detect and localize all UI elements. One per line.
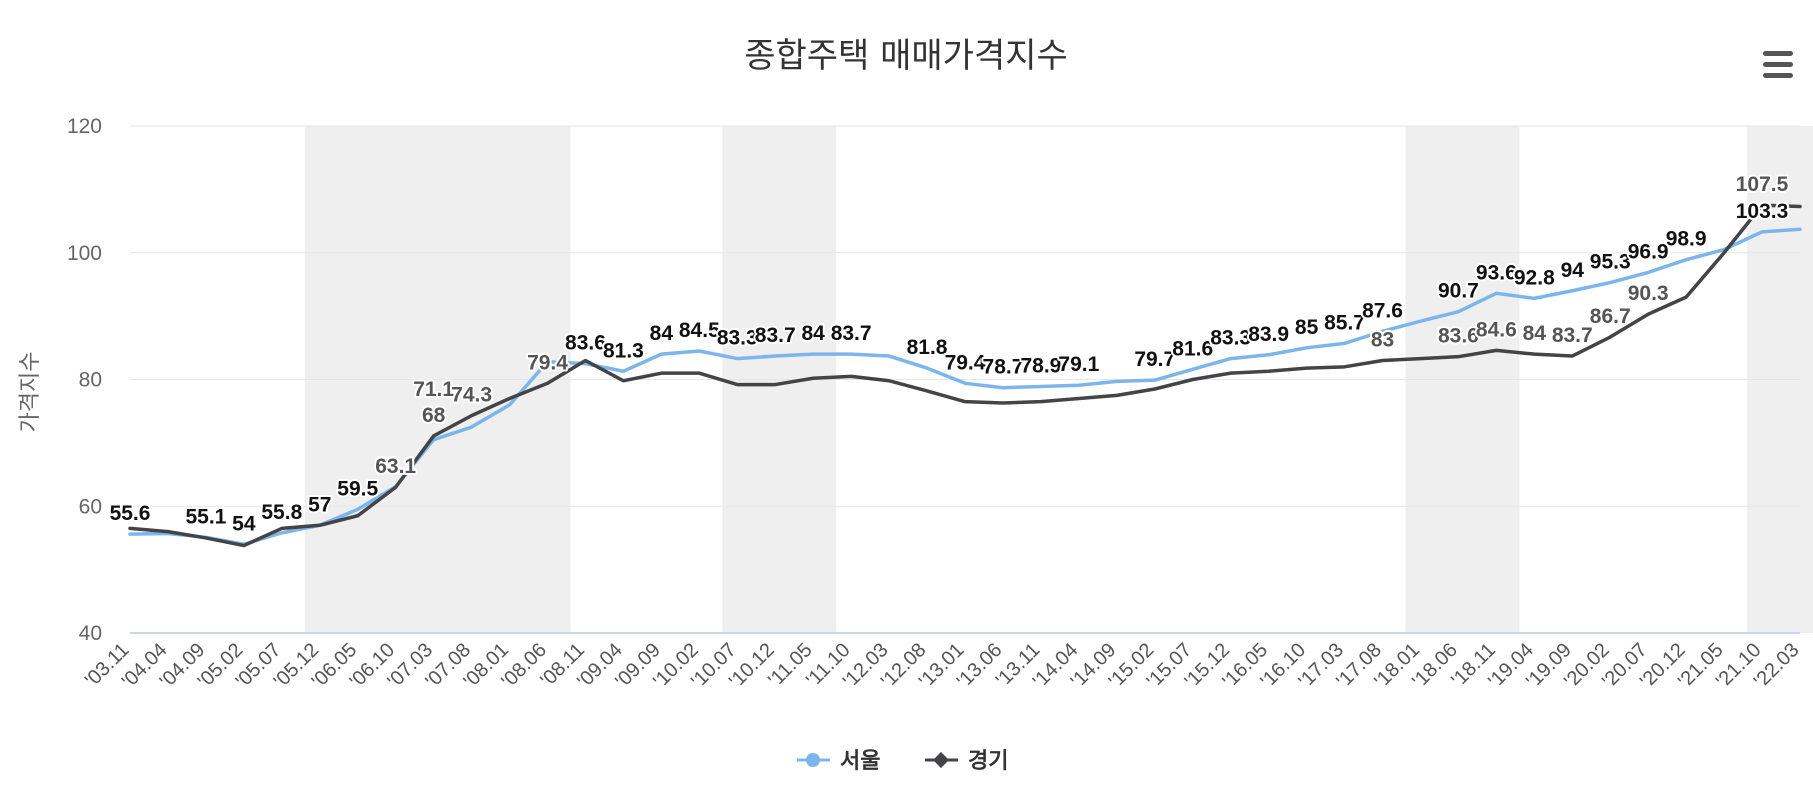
data-label: 81.8: [907, 336, 948, 359]
data-label: 90.3: [1628, 282, 1669, 305]
data-label: 94: [1561, 259, 1585, 282]
y-tick-100: 100: [67, 242, 102, 265]
data-label: 87.6: [1362, 299, 1403, 322]
x-tick-labels: '03.11'04.04'04.09'05.02'05.07'05.12'06.…: [81, 639, 1804, 693]
data-label: 81.6: [1172, 337, 1213, 360]
data-label: 55.8: [261, 501, 302, 524]
legend-gyeonggi-marker: [933, 752, 949, 768]
data-label: 86.7: [1590, 305, 1631, 328]
legend: 서울 경기: [797, 749, 1008, 774]
data-label: 63.1: [375, 455, 416, 478]
data-label: 84: [1523, 322, 1547, 345]
y-tick-labels: 40 60 80 100 120: [67, 115, 102, 645]
hamburger-menu-icon[interactable]: [1760, 48, 1796, 82]
data-label: 79.4: [527, 351, 568, 374]
data-label: 84.6: [1476, 318, 1517, 341]
series-line-1: [128, 203, 1802, 548]
data-label: 93.6: [1476, 261, 1517, 284]
data-label: 83.3: [1210, 327, 1251, 350]
data-label: 92.8: [1514, 266, 1555, 289]
data-label: 83.6: [1438, 325, 1479, 348]
data-label: 83.7: [831, 322, 872, 345]
legend-item-gyeonggi[interactable]: 경기: [925, 749, 1008, 774]
gridlines: [130, 125, 1800, 634]
data-label: 81.3: [603, 339, 644, 362]
data-label: 83.7: [755, 324, 796, 347]
data-label: 71.1: [413, 378, 454, 401]
y-tick-40: 40: [79, 622, 102, 645]
data-label: 83.6: [565, 332, 606, 355]
data-label: 84.5: [679, 319, 720, 342]
y-tick-60: 60: [79, 495, 102, 518]
data-label: 78.9: [1020, 354, 1061, 377]
data-label: 79.4: [945, 351, 986, 374]
y-axis-label: 가격지수: [18, 352, 43, 433]
legend-seoul-marker: [806, 753, 820, 767]
data-label: 96.9: [1628, 240, 1669, 263]
data-label: 54: [232, 512, 256, 535]
data-label: 83.7: [1552, 324, 1593, 347]
data-label: 98.9: [1666, 228, 1707, 251]
data-label: 85: [1295, 316, 1319, 339]
data-label: 85.7: [1324, 311, 1365, 334]
data-label: 107.5: [1736, 173, 1789, 196]
legend-item-seoul[interactable]: 서울: [797, 749, 880, 774]
data-label: 83.3: [717, 327, 758, 350]
data-label: 84: [802, 322, 826, 345]
legend-gyeonggi-label: 경기: [968, 749, 1008, 774]
data-label: 79.7: [1134, 348, 1175, 371]
data-label: 84: [650, 322, 674, 345]
data-label: 83.9: [1248, 323, 1289, 346]
data-label: 57: [308, 493, 331, 516]
data-label: 90.7: [1438, 280, 1479, 303]
data-label: 63.1: [375, 455, 416, 478]
data-label: 79.1: [1058, 353, 1099, 376]
legend-seoul-label: 서울: [840, 749, 880, 774]
y-tick-80: 80: [79, 369, 102, 392]
data-label: 78.7: [983, 356, 1024, 379]
data-label: 95.3: [1590, 251, 1631, 274]
data-label: 74.3: [451, 384, 492, 407]
data-label: 83: [1371, 328, 1394, 351]
series-lines: [128, 203, 1802, 548]
chart-title: 종합주택 매매가격지수: [744, 36, 1068, 76]
y-tick-120: 120: [67, 115, 102, 138]
data-label: 103.3: [1736, 200, 1789, 223]
data-label: 55.1: [185, 505, 226, 528]
data-label: 55.6: [110, 502, 151, 525]
data-label: 59.5: [337, 477, 378, 500]
data-label: 68: [422, 404, 446, 427]
